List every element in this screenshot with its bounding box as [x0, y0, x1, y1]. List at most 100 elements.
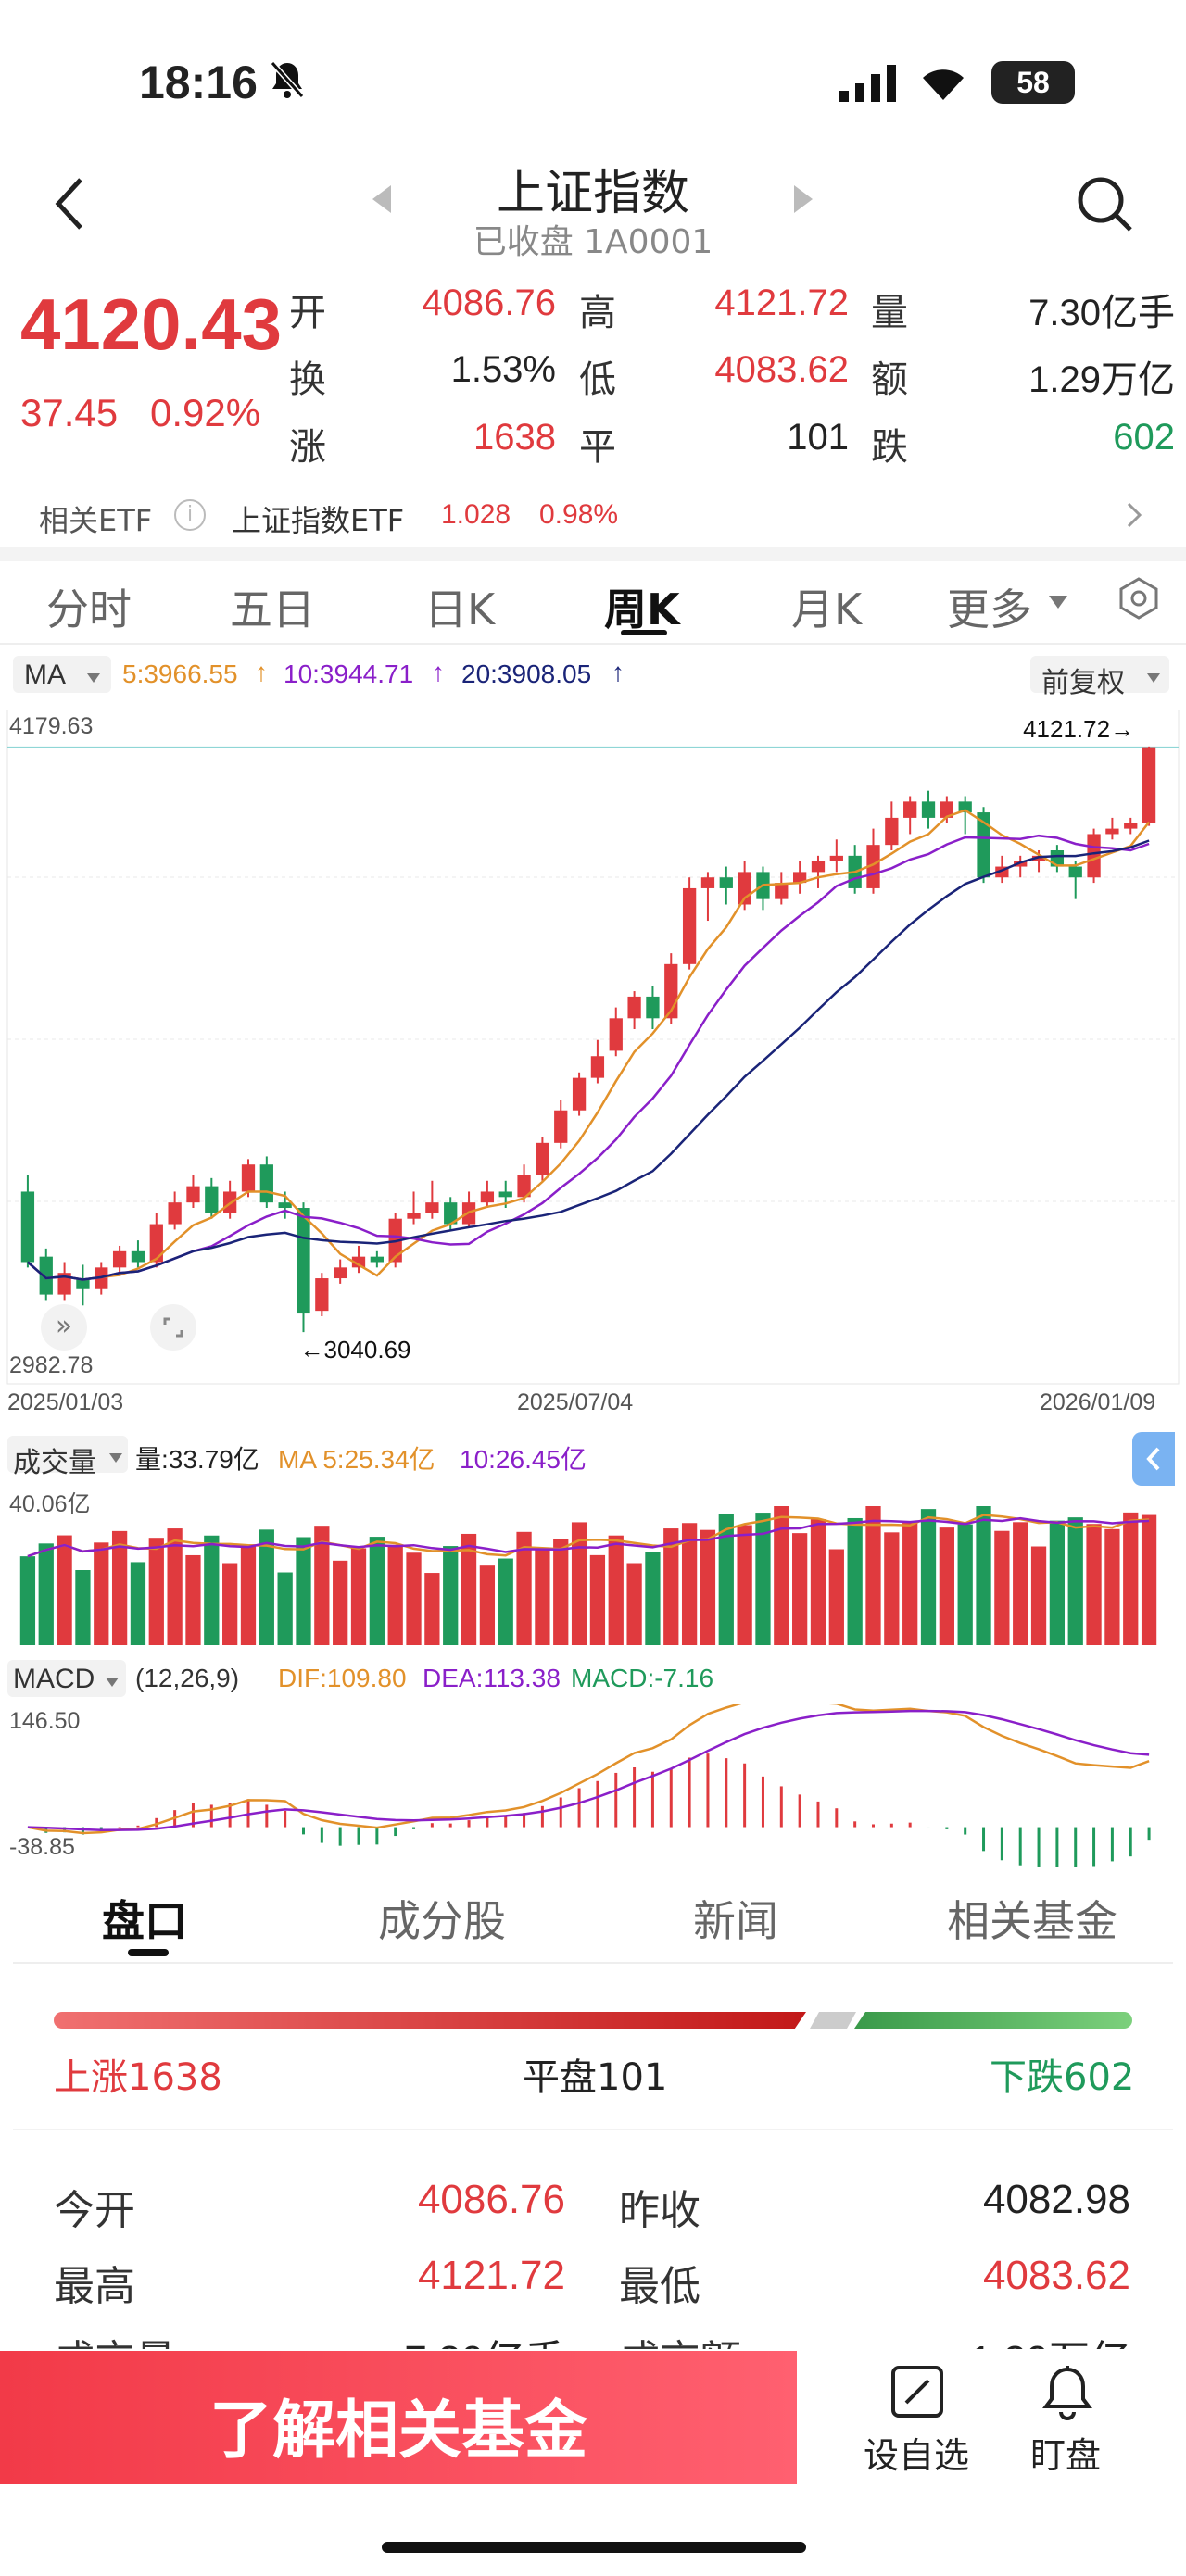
volume-bar	[884, 1532, 900, 1645]
back-icon[interactable]	[51, 176, 88, 235]
volume-bar	[553, 1539, 569, 1645]
settings-hexagon-icon[interactable]	[1117, 576, 1161, 624]
volume-max-label: 40.06亿	[9, 1491, 91, 1517]
day-low-value: 4083.62	[982, 2253, 1130, 2298]
candle-body	[186, 1186, 200, 1203]
dea-line	[27, 1709, 1150, 1831]
candle-body	[370, 1256, 384, 1263]
adjust-selector[interactable]: 前复权	[1030, 656, 1169, 698]
volume-bar	[994, 1530, 1010, 1645]
volume-bar	[589, 1554, 606, 1645]
volume-bar	[130, 1562, 146, 1645]
bottom-tab-underline	[128, 1949, 169, 1956]
volume-bar	[38, 1543, 54, 1645]
turnover-label: 换	[289, 358, 326, 401]
collapse-panel-icon[interactable]	[1132, 1432, 1175, 1486]
next-index-icon[interactable]	[792, 183, 814, 219]
candle-body	[921, 801, 936, 818]
tab-related-funds[interactable]: 相关基金	[947, 1896, 1117, 1946]
monitor-button[interactable]: 盯盘	[1017, 2364, 1119, 2484]
volume-bar	[1141, 1514, 1157, 1645]
tab-news[interactable]: 新闻	[693, 1896, 778, 1946]
volume-bar	[314, 1526, 330, 1645]
candle-body	[590, 1056, 605, 1078]
candle-body	[646, 996, 660, 1019]
volume-bar	[865, 1506, 881, 1645]
volume-bar	[350, 1548, 367, 1645]
candle-body	[241, 1164, 256, 1192]
tab-constituents[interactable]: 成分股	[378, 1896, 506, 1946]
add-watchlist-button[interactable]: 设自选	[852, 2364, 982, 2484]
info-icon[interactable]: i	[174, 499, 206, 531]
volume-bar	[167, 1528, 183, 1645]
candle-body	[205, 1186, 219, 1213]
ma-selector[interactable]: MA	[13, 656, 111, 693]
volume-bar	[718, 1514, 734, 1645]
volume-bar	[755, 1513, 771, 1645]
tab-daily[interactable]: 日K	[424, 584, 496, 635]
tab-five-day[interactable]: 五日	[230, 584, 315, 635]
volume-chart[interactable]	[0, 1482, 1186, 1649]
breadth-flat-label: 平盘101	[523, 2056, 668, 2099]
candle-body	[609, 1018, 623, 1051]
kline-chart[interactable]: 4121.72→ ←3040.69	[0, 710, 1186, 1386]
high-price-marker: 4121.72→	[1023, 715, 1134, 743]
learn-funds-button[interactable]: 了解相关基金	[0, 2351, 797, 2484]
volume-bar	[902, 1523, 918, 1645]
fullscreen-icon[interactable]	[150, 1304, 196, 1351]
today-open-value: 4086.76	[417, 2177, 565, 2222]
low-price-marker: ←3040.69	[300, 1336, 411, 1363]
tab-intraday[interactable]: 分时	[46, 584, 132, 635]
prev-index-icon[interactable]	[371, 183, 393, 219]
volume-bar	[259, 1529, 274, 1645]
open-value: 4086.76	[422, 283, 556, 323]
volume-ma5: MA 5:25.34亿	[278, 1445, 435, 1474]
caret-down-icon	[109, 1449, 122, 1466]
volume-ma10-line	[27, 1516, 1150, 1558]
ma20-line	[27, 839, 1150, 1281]
signal-icon	[839, 65, 899, 106]
prev-close-label: 昨收	[619, 2187, 700, 2234]
tab-order-book[interactable]: 盘口	[102, 1896, 187, 1946]
expand-arrows-icon[interactable]: »	[41, 1304, 87, 1351]
volume-bar	[663, 1528, 679, 1645]
candle-body	[334, 1267, 347, 1279]
tab-more[interactable]: 更多	[947, 584, 1032, 635]
breadth-up-segment	[54, 2012, 806, 2029]
volume-bar	[608, 1535, 624, 1645]
tab-weekly[interactable]: 周K	[604, 584, 680, 635]
ma20-value: 20:3908.05	[461, 660, 592, 688]
rise-label: 涨	[289, 426, 326, 469]
macd-chart[interactable]	[0, 1704, 1186, 1867]
candle-body	[39, 1256, 53, 1295]
divider	[0, 643, 1186, 645]
ma20-arrow: ↑	[612, 658, 625, 686]
candle-body	[554, 1110, 568, 1143]
candle-body	[1124, 823, 1138, 829]
volume-selector[interactable]: 成交量	[7, 1436, 128, 1478]
candle-body	[1014, 861, 1028, 867]
flat-count: 101	[787, 417, 849, 458]
volume-bar	[1049, 1520, 1066, 1645]
volume-label: 成交量	[13, 1448, 96, 1478]
prev-close-value: 4082.98	[982, 2177, 1130, 2222]
candle-body	[296, 1208, 310, 1314]
macd-value: MACD:-7.16	[571, 1664, 714, 1692]
candle-body	[903, 801, 917, 818]
candle-body	[811, 861, 826, 873]
volume-bar	[148, 1538, 164, 1645]
price-max-label: 4179.63	[9, 713, 94, 739]
search-icon[interactable]	[1075, 174, 1134, 237]
macd-selector[interactable]: MACD	[7, 1660, 126, 1697]
volume-bar	[369, 1537, 385, 1645]
etf-row[interactable]: 相关ETF i 上证指数ETF 1.028 0.98%	[0, 484, 1186, 545]
volume-bar	[920, 1509, 937, 1645]
tab-monthly[interactable]: 月K	[791, 584, 863, 635]
candle-body	[1087, 834, 1101, 878]
breadth-bar	[54, 2012, 1132, 2029]
candle-body	[977, 812, 990, 878]
volume-bar	[185, 1554, 201, 1645]
chevron-right-icon	[1125, 501, 1143, 533]
volume-bar	[1123, 1512, 1139, 1645]
status-bar: 18:16 58	[0, 0, 1186, 167]
